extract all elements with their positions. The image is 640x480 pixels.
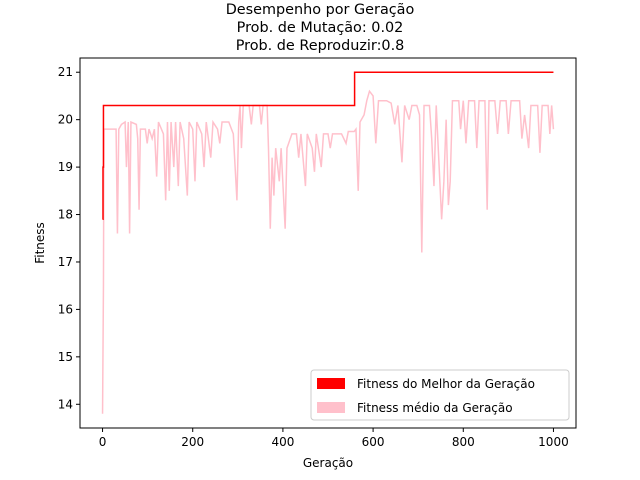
legend-label-best: Fitness do Melhor da Geração — [357, 377, 535, 391]
series-layer — [101, 71, 555, 414]
y-tick-label: 16 — [58, 302, 73, 316]
y-tick-label: 15 — [58, 350, 73, 364]
x-tick-label: 1000 — [538, 435, 569, 449]
chart-title-line-1: Desempenho por Geração — [226, 2, 415, 18]
x-tick-label: 200 — [181, 435, 204, 449]
x-tick-label: 0 — [99, 435, 107, 449]
ticks-layer: 0 200 400 600 800 1000 14 15 16 17 18 19 20 21 — [58, 65, 569, 449]
legend: Fitness do Melhor da Geração Fitness méd… — [310, 369, 570, 421]
chart-title-line-2: Prob. de Mutação: 0.02 — [237, 20, 404, 36]
x-tick-label: 600 — [362, 435, 385, 449]
mean-fitness-line — [101, 89, 555, 414]
y-tick-label: 17 — [58, 255, 73, 269]
legend-label-mean: Fitness médio da Geração — [357, 401, 513, 415]
x-tick-label: 800 — [452, 435, 475, 449]
x-tick-label: 400 — [271, 435, 294, 449]
legend-swatch-best — [317, 378, 345, 389]
legend-swatch-mean — [317, 402, 345, 413]
chart-title-line-3: Prob. de Reproduzir:0.8 — [236, 38, 405, 54]
x-axis-label: Geração — [303, 456, 353, 470]
y-axis-label: Fitness — [33, 222, 47, 264]
plot-frame — [79, 57, 577, 429]
y-tick-label: 14 — [58, 397, 73, 411]
legend-box — [310, 369, 570, 421]
y-tick-label: 20 — [58, 113, 73, 127]
y-tick-label: 19 — [58, 160, 73, 174]
y-tick-label: 18 — [58, 208, 73, 222]
best-fitness-line — [102, 71, 554, 221]
y-tick-label: 21 — [58, 65, 73, 79]
